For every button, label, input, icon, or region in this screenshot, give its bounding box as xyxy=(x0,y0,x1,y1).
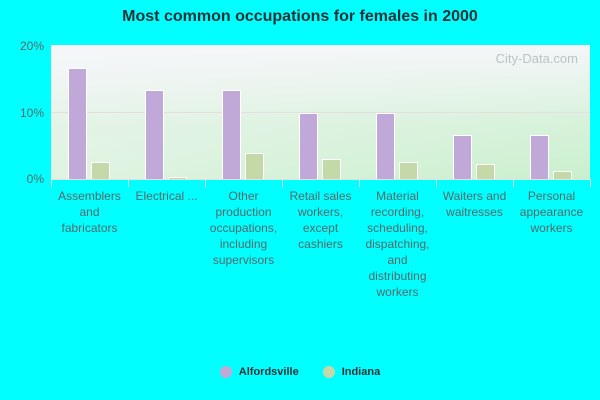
x-tick xyxy=(51,179,52,187)
bar-alfordsville[interactable] xyxy=(68,67,87,179)
legend-label: Indiana xyxy=(341,366,381,378)
plot-area: City-Data.com xyxy=(51,45,590,179)
x-tick xyxy=(513,179,514,187)
x-tick xyxy=(282,179,283,187)
y-tick-20: 20% xyxy=(19,39,44,53)
x-axis xyxy=(51,179,590,180)
x-tick xyxy=(205,179,206,187)
x-tick xyxy=(436,179,437,187)
category-label: Retail sales workers, except cashiers xyxy=(289,189,352,251)
bar-alfordsville[interactable] xyxy=(222,89,241,179)
bar-indiana[interactable] xyxy=(322,158,341,179)
bar-alfordsville[interactable] xyxy=(453,134,472,179)
x-tick xyxy=(359,179,360,187)
bar-indiana[interactable] xyxy=(476,164,495,179)
category-label: Personal appearance workers xyxy=(519,189,584,235)
bar-indiana[interactable] xyxy=(553,170,572,179)
bar-alfordsville[interactable] xyxy=(145,89,164,179)
y-tick-0: 0% xyxy=(26,172,44,186)
legend-item-alfordsville[interactable]: Alfordsville xyxy=(219,366,299,378)
category-label: Electrical ... xyxy=(135,189,198,203)
bar-indiana[interactable] xyxy=(399,162,418,179)
watermark: City-Data.com xyxy=(495,51,578,66)
legend-item-indiana[interactable]: Indiana xyxy=(322,366,381,378)
legend-label: Alfordsville xyxy=(238,366,299,378)
gridline-10 xyxy=(51,112,590,113)
bar-alfordsville[interactable] xyxy=(299,112,318,179)
x-tick xyxy=(590,179,591,187)
bar-alfordsville[interactable] xyxy=(376,112,395,179)
category-label: Assemblers and fabricators xyxy=(58,189,121,235)
category-label: Material recording, scheduling, dispatch… xyxy=(365,189,430,299)
x-tick xyxy=(128,179,129,187)
bar-alfordsville[interactable] xyxy=(530,134,549,179)
legend-dot-icon xyxy=(322,366,335,378)
category-label: Other production occupations, including … xyxy=(209,189,278,267)
y-tick-10: 10% xyxy=(19,106,44,120)
legend-dot-icon xyxy=(219,366,232,378)
bar-indiana[interactable] xyxy=(168,177,187,179)
bar-indiana[interactable] xyxy=(245,152,264,179)
category-label: Waiters and waitresses xyxy=(442,189,507,219)
legend: Alfordsville Indiana xyxy=(0,366,600,378)
chart-title: Most common occupations for females in 2… xyxy=(122,8,478,25)
bar-indiana[interactable] xyxy=(91,162,110,179)
